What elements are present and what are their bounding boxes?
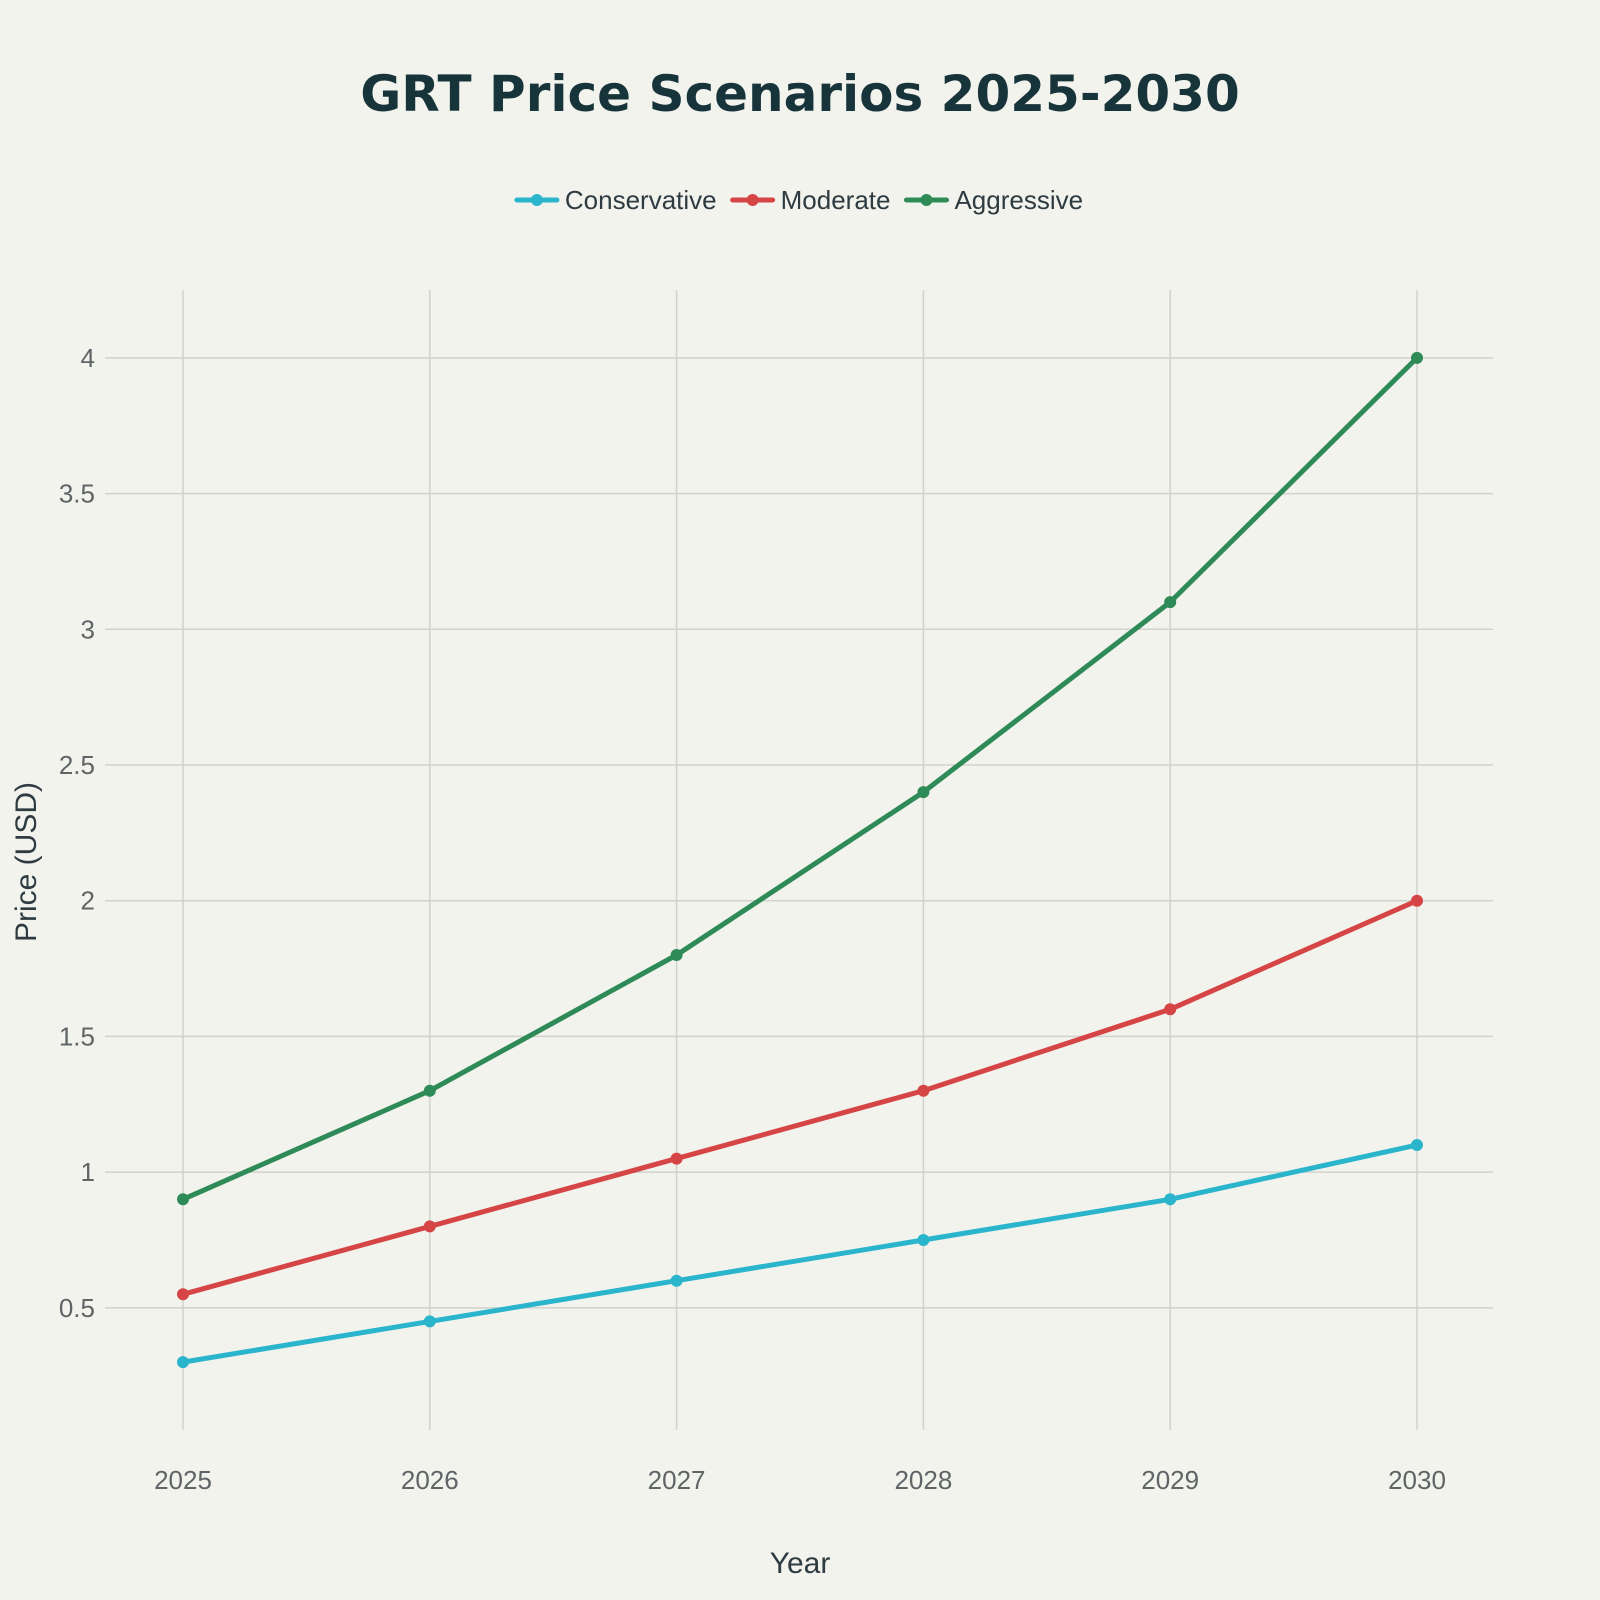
- data-point-aggressive: [1164, 596, 1177, 609]
- legend-swatch-marker: [530, 194, 543, 206]
- y-tick-label: 3: [81, 614, 95, 644]
- y-axis-title: Price (USD): [10, 782, 43, 942]
- data-point-aggressive: [177, 1193, 189, 1206]
- series-group: [177, 351, 1423, 1369]
- data-point-moderate: [670, 1152, 683, 1165]
- data-point-conservative: [917, 1234, 930, 1246]
- series-line-moderate: [180, 898, 1420, 1297]
- data-point-moderate: [1164, 1003, 1177, 1016]
- y-tick-label: 4: [81, 343, 95, 373]
- series-moderate: [177, 894, 1423, 1301]
- y-tick-label: 2: [81, 886, 95, 916]
- legend: Conservative Moderate Aggressive: [514, 185, 1083, 215]
- data-point-conservative: [423, 1315, 436, 1328]
- series-aggressive: [177, 351, 1423, 1206]
- x-tick-label: 2027: [648, 1465, 706, 1495]
- x-tick-label: 2028: [894, 1465, 952, 1495]
- data-point-aggressive: [670, 949, 683, 961]
- chart-title: GRT Price Scenarios 2025-2030: [360, 65, 1240, 123]
- x-axis-ticks: 2025 2026 2027 2028 2029 2030: [154, 1465, 1446, 1495]
- y-axis-ticks: 0.5 1 1.5 2 2.5 3 3.5 4: [59, 343, 95, 1323]
- x-tick-label: 2030: [1388, 1465, 1446, 1495]
- legend-label: Moderate: [781, 185, 891, 215]
- data-point-conservative: [670, 1274, 683, 1287]
- data-point-aggressive: [1411, 351, 1423, 364]
- x-tick-label: 2025: [154, 1465, 212, 1495]
- data-point-conservative: [1164, 1193, 1177, 1206]
- series-line-conservative: [180, 1142, 1420, 1365]
- y-tick-label: 2.5: [59, 750, 95, 780]
- series-conservative: [177, 1139, 1423, 1369]
- y-tick-label: 1: [81, 1157, 95, 1187]
- y-tick-label: 0.5: [59, 1293, 95, 1323]
- data-point-aggressive: [917, 786, 930, 799]
- data-point-moderate: [1411, 894, 1423, 907]
- x-tick-label: 2029: [1141, 1465, 1199, 1495]
- x-tick-label: 2026: [401, 1465, 459, 1495]
- legend-item-aggressive: Aggressive: [903, 185, 1083, 215]
- legend-label: Aggressive: [954, 185, 1083, 215]
- legend-item-moderate: Moderate: [730, 185, 891, 215]
- series-line-aggressive: [180, 355, 1420, 1202]
- data-point-conservative: [1411, 1139, 1423, 1151]
- legend-swatch-marker: [746, 194, 759, 206]
- data-point-moderate: [917, 1084, 930, 1097]
- y-tick-label: 1.5: [59, 1021, 95, 1051]
- data-point-moderate: [177, 1288, 189, 1301]
- x-axis-title: Year: [770, 1547, 831, 1580]
- data-point-aggressive: [423, 1084, 436, 1097]
- legend-swatch-marker: [920, 194, 933, 206]
- legend-label: Conservative: [565, 185, 717, 215]
- data-point-conservative: [177, 1356, 189, 1369]
- y-tick-label: 3.5: [59, 479, 95, 509]
- data-point-moderate: [423, 1220, 436, 1233]
- legend-item-conservative: Conservative: [514, 185, 717, 215]
